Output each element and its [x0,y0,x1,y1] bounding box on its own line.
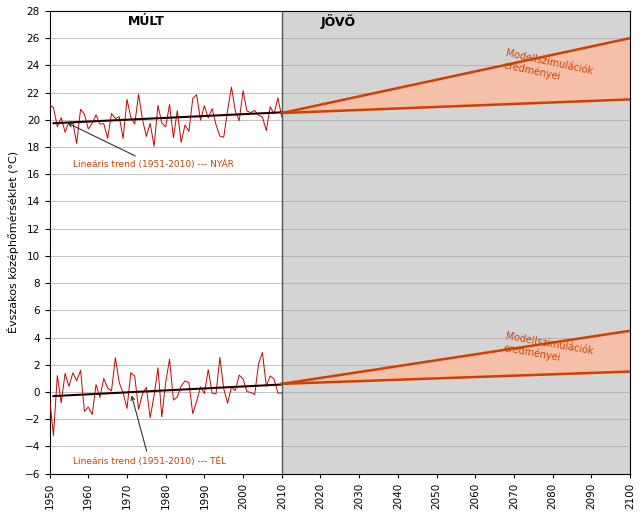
Bar [282,11,630,474]
Text: JÖVŐ: JÖVŐ [320,14,356,29]
Text: Modellszimulációk
eredményei: Modellszimulációk eredményei [502,48,594,88]
Text: Modellszimulációk
eredményei: Modellszimulációk eredményei [502,331,594,368]
Text: Lineáris trend (1951-2010) --- TÉL: Lineáris trend (1951-2010) --- TÉL [73,397,226,466]
Text: MÚLT: MÚLT [128,15,165,28]
Bar [49,11,282,474]
Text: Lineáris trend (1951-2010) --- NYÁR: Lineáris trend (1951-2010) --- NYÁR [69,123,234,169]
Y-axis label: Évszakos középhőmérséklet (°C): Évszakos középhőmérséklet (°C) [7,151,19,333]
